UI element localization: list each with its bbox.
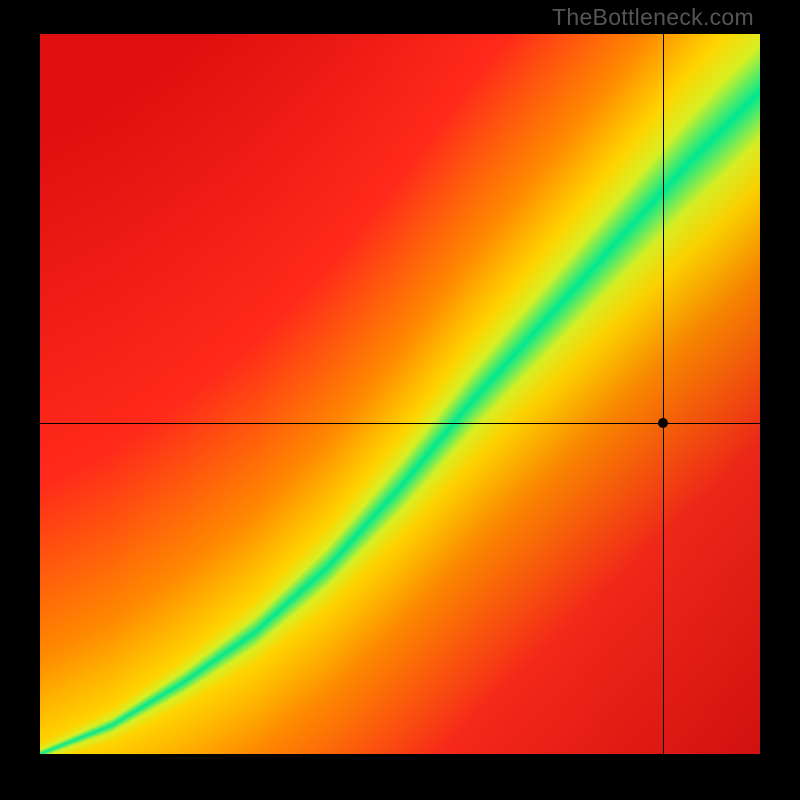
heatmap-plot <box>40 34 760 754</box>
intersection-marker <box>658 418 668 428</box>
heatmap-canvas <box>40 34 760 754</box>
watermark-text: TheBottleneck.com <box>552 4 754 31</box>
crosshair-horizontal <box>40 423 760 424</box>
crosshair-vertical <box>663 34 664 754</box>
